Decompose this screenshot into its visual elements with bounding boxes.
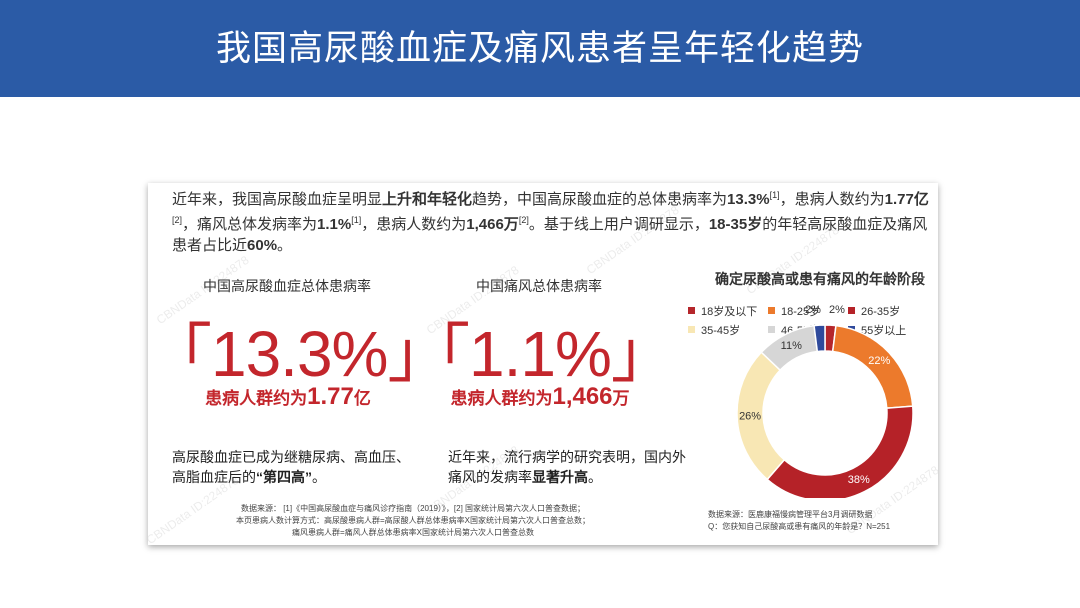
donut-chart: 确定尿酸高或患有痛风的年龄阶段 18岁及以下 18-25岁 26-35岁 35-45岁… [688, 271, 925, 498]
text-run: [1] [351, 215, 362, 225]
text-run: 。 [277, 237, 293, 254]
source-line: 数据来源： [1]《中国高尿酸血症与痛风诊疗指南（2019）》，[2] 国家统计… [240, 504, 586, 513]
text-run: 显著升高 [532, 469, 588, 485]
text-run: 近年来，流行病学的研究表明，国内外痛风的发病率 [448, 449, 686, 485]
patient-count: 患病人群约为1.77亿 [148, 383, 428, 411]
legend-label: 18岁及以下 [701, 304, 757, 318]
text-run: 60% [247, 237, 278, 254]
slide-title: 我国高尿酸血症及痛风患者呈年轻化趋势 [215, 29, 864, 68]
data-label: 26% [739, 410, 761, 422]
legend-label: 35-45岁 [701, 323, 740, 337]
text-run: 。 [312, 469, 326, 485]
data-label: 22% [868, 355, 890, 367]
text-run: 的年轻高尿酸血症及痛风患者占比近 [172, 216, 928, 254]
legend-swatch [768, 307, 775, 314]
text-run: [2] [172, 215, 183, 225]
patient-count: 患病人群约为1,466万 [400, 383, 680, 411]
column-desc: 高尿酸血症已成为继糖尿病、高血压、高脂血症后的“第四高”。 [172, 447, 417, 487]
legend-label: 26-35岁 [861, 304, 900, 318]
column-title: 中国痛风总体患病率 [476, 278, 602, 294]
column-title: 中国高尿酸血症总体患病率 [203, 278, 371, 294]
intro-paragraph: 近年来，我国高尿酸血症呈明显上升和年轻化趋势，中国高尿酸血症的总体患病率为13.… [172, 185, 932, 256]
text-run: 13.3% [727, 191, 770, 208]
infographic-card: CBNData ID:224878 CBNData ID:224878 CBND… [148, 183, 938, 545]
text-run: 高尿酸血症已成为继糖尿病、高血压、高脂血症后的 [172, 449, 410, 485]
source-notes: 数据来源：医鹿康福慢病管理平台3月调研数据 Q：您获知自己尿酸高或患有痛风的年龄是… [708, 509, 938, 533]
text-run: 。基于线上用户调研显示， [528, 216, 709, 233]
text-run: 1,466 [552, 383, 613, 410]
data-label: 38% [848, 474, 870, 486]
text-run: [2] [518, 215, 529, 225]
big-figure: 「13.3%」 [148, 318, 451, 390]
text-run: ，患病人数约为 [779, 191, 885, 208]
text-run: 趋势，中国高尿酸血症的总体患病率为 [472, 191, 728, 208]
header-bar [0, 0, 1080, 97]
chart-title: 确定尿酸高或患有痛风的年龄阶段 [715, 271, 925, 287]
source-notes: 数据来源： [1]《中国高尿酸血症与痛风诊疗指南（2019）》，[2] 国家统计… [188, 503, 638, 539]
column-desc: 近年来，流行病学的研究表明，国内外痛风的发病率显著升高。 [448, 447, 693, 487]
text-run: 18-35岁 [708, 216, 763, 233]
text-run: 1,466万 [466, 216, 519, 233]
text-run: 1.77亿 [884, 191, 929, 208]
donut-slice [813, 324, 826, 353]
source-line: 数据来源：医鹿康福慢病管理平台3月调研数据 [708, 510, 873, 519]
legend-label: 55岁以上 [861, 323, 906, 337]
text-run: 近年来，我国高尿酸血症呈明显 [172, 191, 383, 208]
source-line: 本页患病人数计算方式：高尿酸患病人群=高尿酸人群总体患病率X国家统计局第六次人口… [235, 516, 590, 525]
legend-swatch [848, 307, 855, 314]
source-line: Q：您获知自己尿酸高或患有痛风的年龄是？N=251 [708, 522, 891, 531]
text-run: 患病人群约为 [205, 389, 308, 408]
big-figure: 「1.1%」 [406, 318, 675, 390]
data-label: 11% [781, 340, 802, 352]
legend-swatch [688, 307, 695, 314]
legend-label: 18-25岁 [781, 304, 820, 318]
text-run: 万 [612, 389, 630, 408]
donut-slice [766, 405, 914, 498]
source-line: 痛风患病人群=痛风人群总体患病率X国家统计局第六次人口普查总数 [291, 528, 534, 537]
text-run: 上升和年轻化 [382, 191, 473, 208]
text-run: ，痛风总体发病率为 [182, 216, 318, 233]
text-run: [1] [769, 190, 780, 200]
text-run: 患病人群约为 [450, 389, 553, 408]
text-run: 1.77 [307, 383, 354, 410]
legend-swatch [768, 326, 775, 333]
text-run: “第四高” [256, 469, 312, 485]
text-run: ，患病人数约为 [361, 216, 467, 233]
text-run: 亿 [353, 389, 371, 408]
data-label: 2% [805, 304, 821, 316]
text-run: 。 [588, 469, 602, 485]
text-run: 1.1% [317, 216, 352, 233]
data-label: 2% [829, 304, 845, 316]
legend-swatch [688, 326, 695, 333]
